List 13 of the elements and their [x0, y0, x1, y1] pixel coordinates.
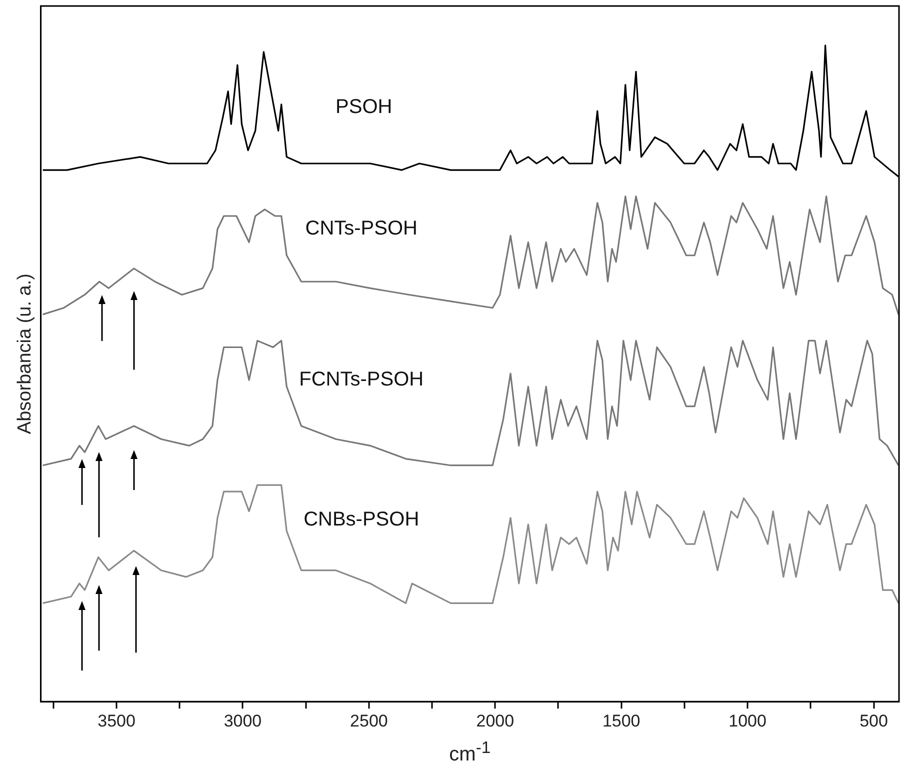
- x-tick-label: 2000: [476, 711, 514, 730]
- x-tick-label: 500: [860, 711, 888, 730]
- x-tick-label: 3000: [224, 711, 262, 730]
- series-label: FCNTs-PSOH: [299, 368, 424, 391]
- x-tick-label: 2500: [350, 711, 388, 730]
- x-tick-label: 1500: [602, 711, 640, 730]
- series-label: CNTs-PSOH: [305, 218, 418, 240]
- x-tick-label: 1000: [728, 711, 766, 730]
- y-axis-title: Absorbancia (u. a.): [14, 274, 36, 434]
- series-label: CNBs-PSOH: [304, 508, 420, 530]
- x-axis-title: cm$^{-1}$: [448, 738, 492, 767]
- text: PSOH: [336, 96, 392, 118]
- x-tick-label: 3500: [98, 711, 136, 730]
